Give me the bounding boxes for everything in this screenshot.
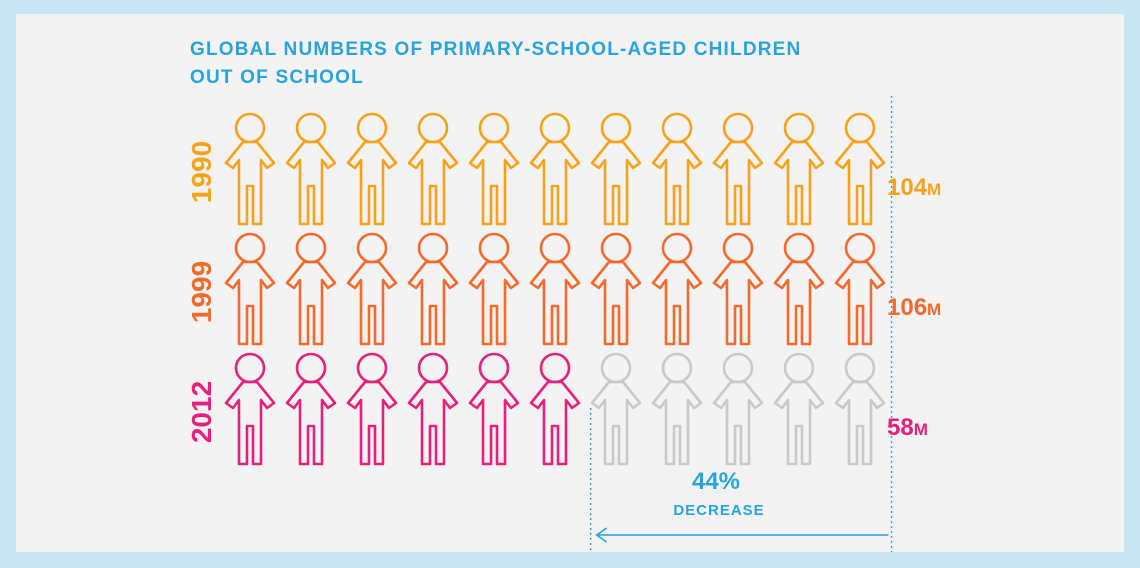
child-icon xyxy=(407,112,459,226)
child-icon xyxy=(529,112,581,226)
chart-title-line-2: OUT OF SCHOOL xyxy=(190,67,364,88)
child-icon xyxy=(407,232,459,346)
child-icon xyxy=(590,112,642,226)
year-label-1999: 1999 xyxy=(186,260,217,324)
child-icon xyxy=(224,352,276,466)
child-icon xyxy=(285,112,337,226)
child-icon-empty xyxy=(651,352,703,466)
child-icon xyxy=(407,352,459,466)
decrease-percent: 44% xyxy=(691,468,741,495)
child-icon-empty xyxy=(834,352,886,466)
child-icon-empty xyxy=(590,352,642,466)
decrease-label: DECREASE xyxy=(673,502,765,519)
infographic-panel xyxy=(16,14,1124,552)
child-icon xyxy=(468,112,520,226)
child-icon xyxy=(651,112,703,226)
child-icon xyxy=(346,232,398,346)
child-icon xyxy=(834,232,886,346)
child-icon xyxy=(529,352,581,466)
pictogram-row-1990 xyxy=(224,112,886,226)
value-unit: M xyxy=(927,180,942,199)
value-number: 104 xyxy=(887,174,928,201)
child-icon xyxy=(285,232,337,346)
value-number: 58 xyxy=(887,414,914,441)
child-icon-empty xyxy=(773,352,825,466)
child-icon xyxy=(834,112,886,226)
child-icon xyxy=(468,232,520,346)
pictogram-row-2012 xyxy=(224,352,886,466)
value-unit: M xyxy=(913,420,928,439)
value-label-2012: 58M xyxy=(887,414,928,442)
value-number: 106 xyxy=(887,294,928,321)
child-icon xyxy=(285,352,337,466)
value-label-1999: 106M xyxy=(887,294,941,322)
child-icon xyxy=(712,112,764,226)
year-label-2012: 2012 xyxy=(186,380,217,444)
child-icon xyxy=(773,232,825,346)
child-icon xyxy=(224,232,276,346)
value-label-1990: 104M xyxy=(887,174,941,202)
child-icon xyxy=(346,352,398,466)
child-icon xyxy=(224,112,276,226)
child-icon-empty xyxy=(712,352,764,466)
child-icon xyxy=(712,232,764,346)
child-icon xyxy=(590,232,642,346)
child-icon xyxy=(468,352,520,466)
pictogram-row-1999 xyxy=(224,232,886,346)
child-icon xyxy=(651,232,703,346)
chart-title-line-1: GLOBAL NUMBERS OF PRIMARY-SCHOOL-AGED CH… xyxy=(190,39,802,60)
child-icon xyxy=(346,112,398,226)
child-icon xyxy=(529,232,581,346)
chart-title: GLOBAL NUMBERS OF PRIMARY-SCHOOL-AGED CH… xyxy=(190,36,801,92)
child-icon xyxy=(773,112,825,226)
year-label-1990: 1990 xyxy=(186,140,217,204)
value-unit: M xyxy=(927,300,942,319)
arrow-head-icon xyxy=(595,527,608,543)
